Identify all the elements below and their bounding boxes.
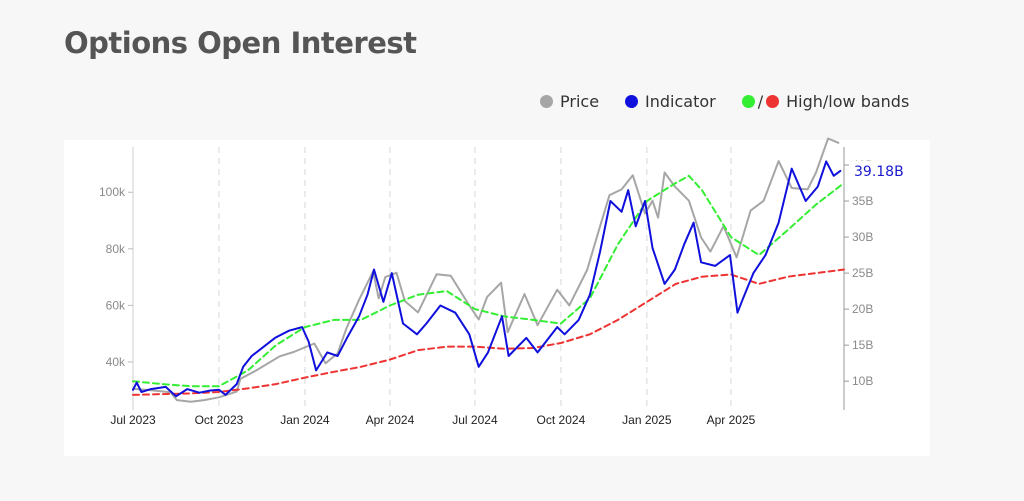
x-tick-label: Jan 2025 — [622, 413, 672, 427]
right-tick-label: 25B — [852, 266, 873, 280]
right-tick-label: 30B — [852, 230, 873, 244]
x-tick-label: Jul 2023 — [110, 413, 156, 427]
series-line-high-band — [132, 174, 845, 388]
x-tick-label: Jul 2024 — [452, 413, 498, 427]
legend-label-price: Price — [560, 92, 600, 111]
legend-item-price[interactable]: Price — [540, 92, 599, 111]
x-tick-label: Oct 2024 — [537, 413, 586, 427]
series-line-price — [132, 137, 840, 403]
legend-separator: / — [757, 92, 764, 111]
last-value-bg — [850, 160, 912, 181]
legend: Price Indicator / High/low bands — [540, 92, 909, 111]
price-dot-icon — [540, 95, 553, 108]
last-value-label: 39.18B — [854, 164, 904, 180]
legend-item-bands[interactable]: / High/low bands — [741, 92, 910, 111]
legend-label-bands: High/low bands — [786, 92, 910, 111]
left-tick-label: 80k — [106, 242, 126, 256]
series-line-indicator — [132, 160, 842, 398]
high-band-dot-icon — [741, 95, 755, 108]
x-tick-label: Apr 2024 — [366, 413, 415, 427]
right-tick-label: 10B — [852, 374, 873, 388]
right-tick-label: 20B — [852, 302, 873, 316]
x-tick-label: Jan 2024 — [280, 413, 330, 427]
legend-label-indicator: Indicator — [645, 92, 716, 111]
chart-title: Options Open Interest — [64, 26, 417, 60]
right-tick-label: 35B — [852, 194, 873, 208]
x-tick-label: Apr 2025 — [707, 413, 756, 427]
left-tick-label: 40k — [106, 355, 126, 369]
left-tick-label: 100k — [99, 185, 126, 199]
left-tick-label: 60k — [106, 298, 126, 312]
x-tick-label: Oct 2023 — [195, 413, 244, 427]
legend-item-indicator[interactable]: Indicator — [625, 92, 716, 111]
indicator-dot-icon — [625, 95, 639, 108]
right-tick-label: 15B — [852, 338, 873, 352]
low-band-dot-icon — [766, 95, 780, 108]
